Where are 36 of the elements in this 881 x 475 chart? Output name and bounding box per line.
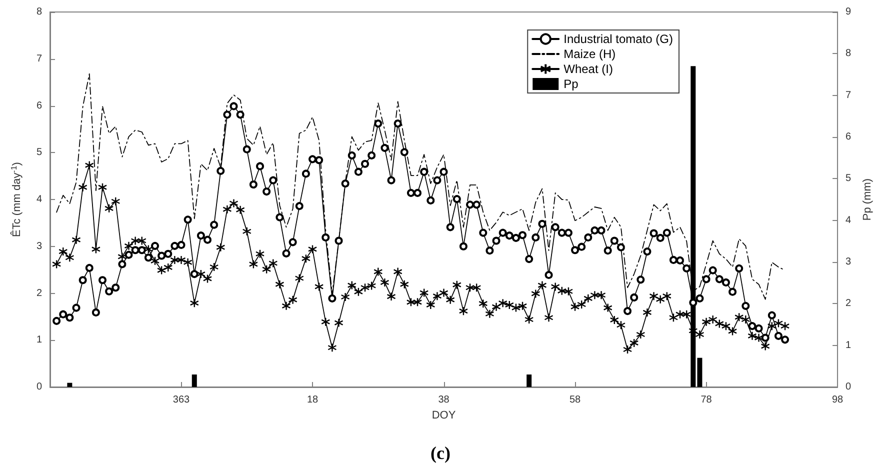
- y-tick-label: 1: [36, 334, 42, 346]
- legend-label: Industrial tomato (G): [564, 32, 674, 46]
- y2-axis-title: Pp (mm): [862, 178, 874, 221]
- y-tick-label: 0: [36, 382, 42, 392]
- y2-tick-label: 1: [846, 340, 852, 351]
- y2-tick-label: 8: [846, 48, 852, 60]
- y-tick-label: 5: [36, 147, 42, 158]
- y-tick-label: 4: [36, 194, 42, 205]
- bar: [67, 382, 72, 387]
- y-axis-title: ÊTc (mm day-1): [10, 162, 23, 237]
- y2-tick-label: 6: [846, 132, 852, 142]
- y-tick-label: 7: [36, 53, 42, 64]
- y-tick-label: 3: [36, 240, 42, 252]
- y2-tick-label: 3: [846, 256, 852, 268]
- x-tick-label: 58: [569, 394, 582, 406]
- y2-tick-label: 5: [846, 173, 852, 184]
- y2-tick-label: 4: [846, 214, 852, 226]
- bar: [526, 374, 532, 387]
- y2-tick-label: 9: [846, 6, 852, 18]
- y-tick-label: 8: [36, 6, 42, 18]
- legend-label: Pp: [564, 77, 579, 91]
- x-tick-label: 363: [172, 394, 190, 406]
- y-tick-label: 2: [36, 288, 42, 299]
- y2-tick-label: 0: [846, 382, 852, 392]
- x-tick-label: 18: [306, 394, 319, 406]
- y-tick-label: 6: [36, 100, 42, 112]
- x-tick-label: 78: [700, 394, 712, 406]
- x-tick-label: 38: [438, 394, 450, 406]
- y2-tick-label: 7: [846, 90, 852, 101]
- x-axis-title: DOY: [432, 409, 456, 422]
- legend-label: Wheat (I): [564, 62, 613, 76]
- text: (c): [430, 443, 450, 463]
- legend-label: Maize (H): [564, 47, 616, 61]
- bar: [192, 374, 197, 387]
- x-tick-label: 98: [832, 394, 844, 406]
- y2-tick-label: 2: [846, 298, 852, 310]
